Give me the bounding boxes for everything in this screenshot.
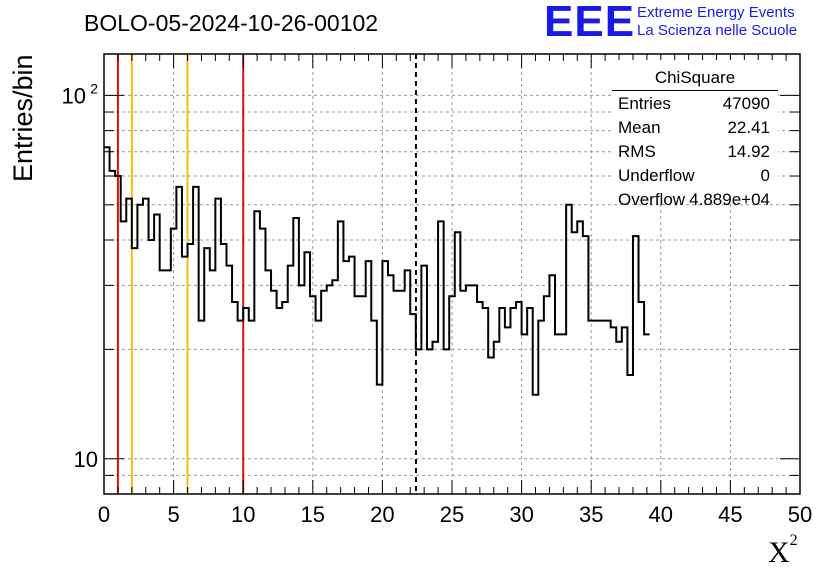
x-axis-label-base: X — [768, 536, 790, 569]
x-tick-label: 30 — [509, 502, 533, 527]
x-axis-label: X2 — [768, 532, 798, 570]
x-tick-label: 25 — [440, 502, 464, 527]
x-axis-label-sup: 2 — [789, 532, 798, 549]
x-tick-label: 40 — [649, 502, 673, 527]
stats-label: Overflow — [618, 190, 686, 209]
stats-row-entries: Entries 47090 — [618, 94, 770, 118]
y-tick-label: 10 — [62, 83, 86, 108]
stats-row-underflow: Underflow 0 — [618, 166, 770, 190]
y-tick-label: 10 — [74, 447, 98, 472]
x-tick-label: 5 — [167, 502, 179, 527]
stats-row-mean: Mean 22.41 — [618, 118, 770, 142]
stats-label: Entries — [618, 94, 671, 113]
stats-label: Underflow — [618, 166, 695, 185]
stats-value: 4.889e+04 — [689, 190, 770, 209]
x-tick-label: 0 — [98, 502, 110, 527]
x-tick-label: 10 — [231, 502, 255, 527]
x-tick-label: 15 — [301, 502, 325, 527]
stats-header: ChiSquare — [654, 68, 736, 87]
vertical-marker-lines — [116, 54, 417, 494]
stats-label: RMS — [618, 142, 656, 161]
stats-box: ChiSquare Entries 47090 Mean 22.41 RMS 1… — [612, 60, 778, 209]
stats-label: Mean — [618, 118, 661, 137]
x-tick-label: 45 — [718, 502, 742, 527]
stats-divider — [612, 90, 778, 91]
axes-frame — [103, 53, 801, 495]
logo-caption: Extreme Energy Events La Scienza nelle S… — [637, 4, 797, 40]
logo-line-1: Extreme Energy Events — [637, 4, 795, 21]
logo-line-2: La Scienza nelle Scuole — [637, 22, 798, 39]
x-tick-label: 20 — [370, 502, 394, 527]
stats-value: 22.41 — [727, 118, 770, 137]
y-axis-label: Entries/bin — [8, 54, 38, 182]
stats-row-overflow: Overflow 4.889e+04 — [618, 190, 770, 210]
x-tick-label: 35 — [579, 502, 603, 527]
histogram-series-line — [104, 146, 650, 396]
histogram — [104, 146, 650, 396]
y-tick-label-sup: 2 — [90, 80, 98, 96]
stats-value: 47090 — [722, 94, 770, 113]
x-tick-label: 50 — [788, 502, 812, 527]
eee-logo: EEE — [544, 0, 636, 46]
stats-row-rms: RMS 14.92 — [618, 142, 770, 166]
chart-title: BOLO-05-2024-10-26-00102 — [84, 10, 379, 36]
stats-value: 14.92 — [727, 142, 770, 161]
stats-value: 0 — [760, 166, 770, 185]
